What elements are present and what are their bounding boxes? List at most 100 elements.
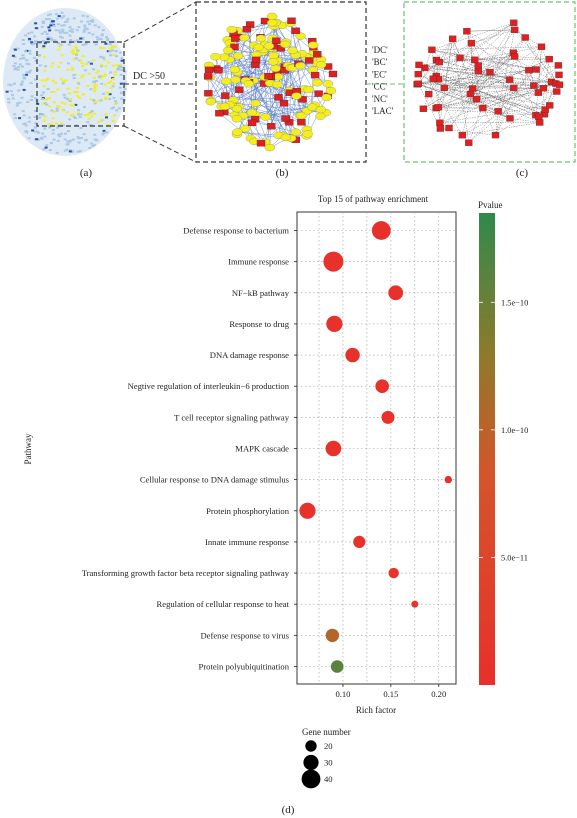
network-node: [93, 112, 97, 115]
network-edge: [208, 80, 246, 94]
network-node: [85, 138, 88, 141]
network-node: [29, 99, 33, 101]
network-edge: [474, 46, 542, 60]
network-node: [47, 26, 51, 29]
network-node: [59, 43, 63, 46]
hub-node: [204, 90, 213, 97]
category-label: Cellular response to DNA damage stimulus: [140, 475, 290, 485]
network-node: [109, 46, 113, 49]
network-edge: [444, 65, 559, 89]
network-node: [38, 64, 42, 67]
network-edge: [431, 46, 542, 50]
network-node: [95, 36, 99, 38]
network-node: [21, 54, 25, 57]
network-node: [35, 138, 39, 141]
network-edge: [208, 76, 286, 119]
network-edge: [495, 111, 499, 136]
data-point: [375, 379, 390, 394]
neighbor-node: [239, 125, 251, 133]
network-node: [60, 122, 63, 125]
network-node: [13, 62, 17, 65]
zoom-line-top: [123, 1, 197, 43]
network-edge: [459, 22, 514, 58]
network-edge: [237, 131, 279, 136]
network-node: [68, 140, 72, 143]
network-node: [67, 130, 70, 133]
network-node: [88, 23, 91, 26]
x-axis-ticks: 0.10 0.15 0.20: [335, 684, 446, 699]
network-node: [81, 93, 85, 96]
network-node: [91, 19, 95, 22]
network-node: [41, 46, 45, 49]
hub-node: [419, 105, 428, 112]
hub-node: [434, 104, 442, 111]
network-edge: [424, 67, 556, 84]
category-label: Transforming growth factor beta receptor…: [82, 568, 290, 578]
neighbor-node: [226, 25, 237, 34]
network-b: [203, 12, 338, 152]
network-edge: [264, 77, 292, 139]
network-edge: [289, 67, 291, 138]
network-edge: [439, 74, 560, 123]
network-node: [76, 49, 79, 52]
network-node: [34, 110, 38, 112]
hub-node: [471, 56, 479, 63]
network-node: [78, 116, 82, 119]
hub-node: [435, 58, 443, 66]
network-node: [119, 51, 123, 54]
network-node: [60, 36, 64, 39]
network-edge: [476, 99, 511, 119]
network-node: [99, 77, 103, 80]
network-node: [79, 113, 83, 116]
network-node: [60, 30, 64, 33]
panel-b-label: (b): [276, 167, 289, 179]
network-node: [114, 50, 118, 53]
network-node: [28, 52, 32, 55]
network-node: [101, 56, 105, 59]
network-node: [42, 85, 46, 88]
hub-node: [428, 46, 436, 53]
network-edge: [225, 55, 274, 96]
network-node: [74, 103, 78, 106]
network-node: [101, 133, 105, 136]
data-point: [444, 475, 452, 484]
size-legend-label: 30: [324, 758, 333, 768]
network-node: [103, 73, 107, 76]
network-node: [119, 82, 123, 85]
hub-node: [448, 35, 457, 42]
network-node: [120, 59, 124, 62]
network-node: [89, 62, 93, 65]
panel-a-network: [3, 8, 127, 156]
network-node: [36, 130, 39, 133]
network-node: [33, 35, 36, 38]
network-node: [91, 33, 95, 36]
network-node: [68, 118, 72, 121]
network-node: [22, 74, 26, 77]
network-node: [80, 62, 84, 64]
metric-label: 'LAC': [372, 106, 394, 116]
network-node: [22, 114, 26, 117]
hub-node: [494, 108, 502, 115]
network-node: [58, 124, 62, 127]
network-node: [81, 55, 85, 58]
hub-node: [510, 53, 519, 60]
network-node: [77, 26, 81, 29]
network-node: [109, 80, 113, 83]
hub-node: [414, 70, 422, 78]
network-node: [73, 40, 77, 43]
network-node: [41, 102, 45, 105]
neighbor-node: [253, 43, 264, 51]
chart-title: Top 15 of pathway enrichment: [318, 194, 429, 204]
network-node: [40, 94, 44, 97]
hub-node: [251, 56, 261, 64]
network-node: [77, 96, 81, 99]
category-label: Defense response to bacterium: [183, 226, 289, 236]
network-node: [42, 56, 46, 59]
network-node: [69, 39, 73, 41]
hub-node: [256, 140, 266, 147]
network-node: [120, 66, 123, 69]
color-legend-title: Pvalue: [478, 200, 503, 210]
network-edge: [468, 65, 559, 143]
network-node: [41, 21, 45, 24]
network-node: [58, 105, 62, 108]
